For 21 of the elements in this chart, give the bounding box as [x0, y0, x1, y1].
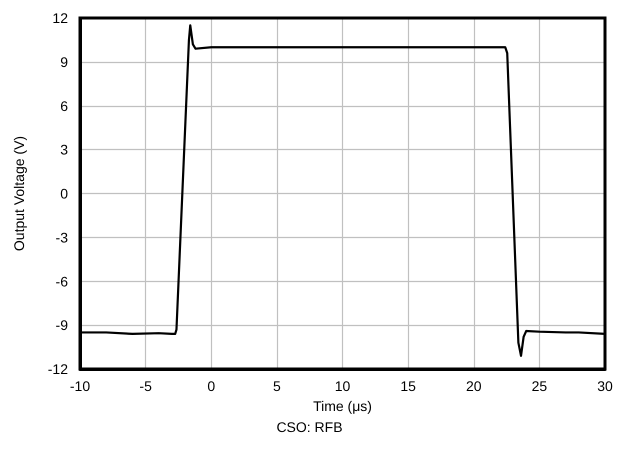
y-tick-label: 6	[60, 98, 68, 114]
y-tick-label: -12	[48, 361, 68, 377]
y-tick-label: 9	[60, 54, 68, 70]
x-tick-label: 20	[466, 378, 482, 394]
text: CSO: RFB	[276, 419, 343, 435]
y-axis-title: Output Voltage (V)	[11, 136, 27, 252]
y-tick-label: -9	[56, 317, 68, 334]
y-tick-label: -6	[56, 273, 68, 290]
x-tick-label: -5	[139, 378, 152, 394]
y-tick-label: 3	[60, 142, 68, 158]
y-tick-label: 12	[52, 10, 68, 26]
x-tick-label: -10	[70, 378, 90, 394]
x-tick-label: 25	[532, 378, 548, 394]
x-tick-label: 15	[400, 378, 416, 394]
x-tick-label: 5	[272, 378, 281, 394]
x-tick-label: 10	[334, 378, 350, 394]
y-tick-label: -3	[56, 229, 68, 246]
x-tick-label: 0	[207, 378, 216, 394]
x-axis-title: Time (μs)	[313, 398, 372, 414]
x-tick-label: 30	[597, 378, 613, 394]
y-tick-label: 0	[60, 186, 68, 202]
